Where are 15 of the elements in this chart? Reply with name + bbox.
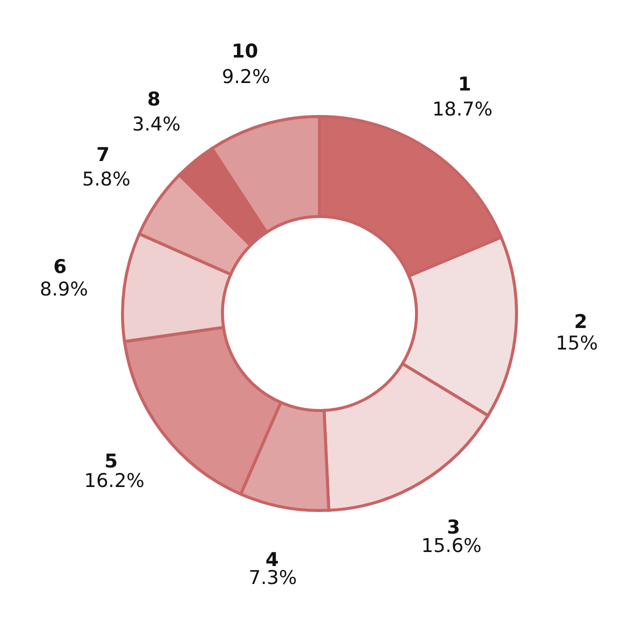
slice-label: 7 — [96, 144, 110, 166]
data-label: 5.8% — [82, 168, 130, 190]
data-label: 3.4% — [132, 114, 181, 136]
data-label: 9.2% — [222, 66, 270, 88]
slice-label: 1 — [458, 73, 472, 96]
slice-label: 2 — [574, 310, 588, 333]
data-label: 15% — [556, 332, 598, 355]
slice-label: 5 — [104, 450, 118, 472]
slice-label: 6 — [53, 256, 67, 278]
slice-label: 10 — [232, 40, 258, 62]
data-label: 8.9% — [40, 278, 88, 300]
data-label: 18.7% — [432, 98, 493, 121]
data-label: 7.3% — [248, 567, 297, 590]
slice-label: 8 — [147, 88, 161, 110]
data-label: 16.2% — [84, 470, 144, 492]
